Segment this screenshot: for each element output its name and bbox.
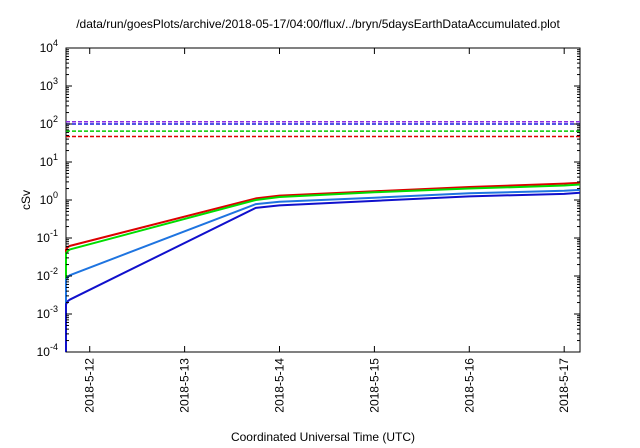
y-tick-exponent: -4 — [50, 342, 58, 352]
y-tick-label: 103 — [40, 76, 58, 93]
y-tick-label: 104 — [40, 38, 58, 55]
y-tick-base: 10 — [40, 193, 54, 207]
y-tick-label: 101 — [40, 152, 58, 169]
y-tick-label: 100 — [40, 190, 58, 207]
y-tick-base: 10 — [40, 117, 54, 131]
y-axis-label: cSv — [19, 190, 33, 210]
series-line-2 — [65, 188, 581, 352]
y-tick-label: 10-4 — [37, 342, 58, 359]
y-tick-base: 10 — [40, 41, 54, 55]
series-line-0 — [65, 181, 581, 352]
series-line-3 — [65, 191, 581, 352]
x-axis: 2018-5-12 2018-5-13 2018-5-14 2018-5-15 2018… — [83, 48, 571, 413]
y-tick-exponent: 1 — [53, 152, 58, 162]
y-tick-base: 10 — [37, 269, 51, 283]
x-tick-label: 2018-5-17 — [557, 358, 571, 413]
y-tick-base: 10 — [37, 307, 51, 321]
y-tick-label: 10-2 — [37, 266, 58, 283]
x-tick-label: 2018-5-14 — [273, 358, 287, 413]
y-tick-exponent: -1 — [50, 228, 58, 238]
y-tick-exponent: 0 — [53, 190, 58, 200]
x-tick-label: 2018-5-12 — [83, 358, 97, 413]
x-tick-label: 2018-5-16 — [462, 358, 476, 413]
y-tick-base: 10 — [40, 79, 54, 93]
y-tick-base: 10 — [37, 345, 51, 359]
y-tick-exponent: -3 — [50, 304, 58, 314]
y-tick-exponent: 3 — [53, 76, 58, 86]
y-tick-exponent: -2 — [50, 266, 58, 276]
y-tick-label: 10-1 — [37, 228, 58, 245]
y-tick-exponent: 2 — [53, 114, 58, 124]
x-tick-label: 2018-5-15 — [367, 358, 381, 413]
y-tick-exponent: 4 — [53, 38, 58, 48]
y-tick-base: 10 — [40, 155, 54, 169]
series-line-1 — [65, 183, 581, 352]
series-layer — [65, 120, 581, 352]
y-tick-label: 10-3 — [37, 304, 58, 321]
y-tick-label: 102 — [40, 114, 58, 131]
x-axis-label: Coordinated Universal Time (UTC) — [231, 430, 415, 444]
x-tick-label: 2018-5-13 — [178, 358, 192, 413]
chart-title: /data/run/goesPlots/archive/2018-05-17/0… — [76, 17, 560, 31]
y-tick-base: 10 — [37, 231, 51, 245]
